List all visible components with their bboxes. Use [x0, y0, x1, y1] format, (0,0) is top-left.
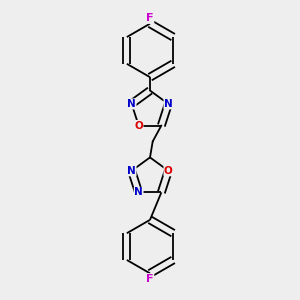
Text: N: N	[164, 99, 173, 109]
Text: O: O	[164, 166, 173, 176]
Text: F: F	[146, 274, 154, 284]
Text: F: F	[146, 13, 154, 23]
Text: O: O	[134, 121, 143, 130]
Text: N: N	[127, 99, 136, 109]
Text: N: N	[127, 166, 136, 176]
Text: N: N	[134, 188, 143, 197]
